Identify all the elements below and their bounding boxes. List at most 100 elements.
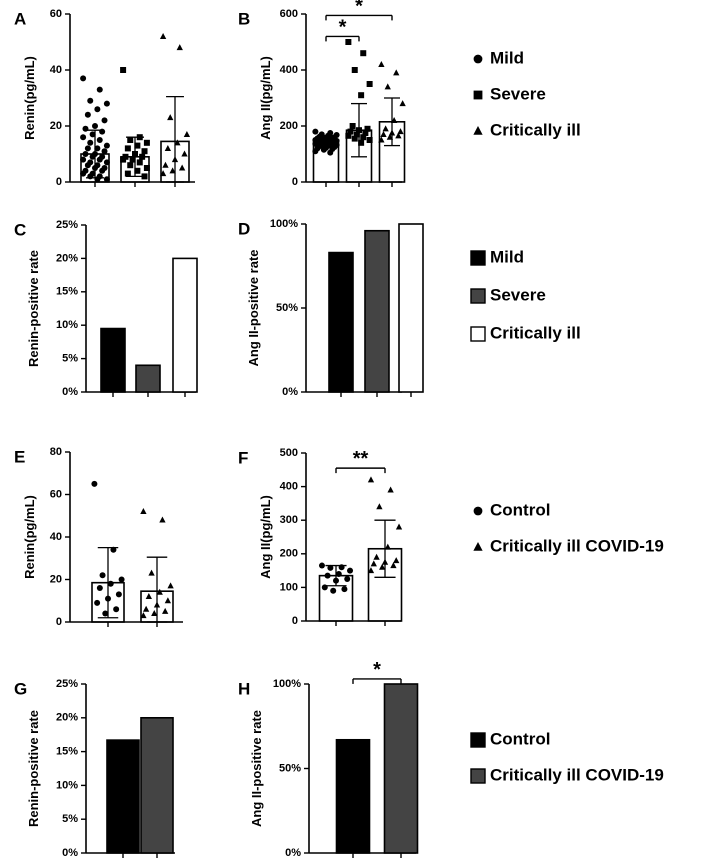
data-point (99, 128, 106, 135)
panel-letter: F (238, 448, 248, 467)
data-point (178, 164, 186, 171)
chart-panel-g: G 0% 5% 10% 15% 20% 25% Renin-positive rate (14, 678, 175, 859)
data-point (141, 148, 148, 155)
legend-label: Critically ill COVID-19 (490, 536, 664, 555)
y-tick-label: 50% (276, 302, 298, 314)
data-point (183, 130, 191, 137)
y-tick-label: 200 (280, 548, 298, 560)
chart-panel-c: C 0% 5% 10% 15% 20% 25% Renin-positive rate (14, 219, 198, 398)
y-tick-label: 400 (280, 481, 298, 493)
panel-letter: B (238, 9, 250, 28)
data-point (156, 588, 163, 595)
data-point (366, 81, 373, 87)
data-point (107, 580, 114, 587)
y-tick-label: 40 (50, 531, 62, 543)
legend-swatch (470, 250, 486, 266)
data-point (99, 167, 106, 174)
data-point (94, 145, 101, 152)
legend-marker (473, 125, 483, 135)
data-point (380, 130, 387, 137)
data-point (327, 564, 334, 571)
data-point (370, 560, 377, 567)
legend-item: Control (473, 500, 550, 519)
data-point (174, 139, 181, 146)
data-point (87, 97, 94, 104)
data-point (360, 134, 367, 141)
data-point (94, 599, 101, 606)
bar (140, 716, 174, 854)
data-point (118, 576, 125, 583)
data-point (102, 610, 109, 617)
data-point (84, 162, 91, 169)
data-point (312, 128, 319, 135)
y-tick-label: 20 (50, 573, 62, 585)
data-point (159, 170, 167, 177)
data-point (80, 134, 87, 141)
y-tick-label: 100% (273, 678, 301, 690)
y-tick-label: 15% (56, 746, 78, 758)
legend-item: Severe (473, 84, 546, 103)
y-tick-label: 60 (50, 488, 62, 500)
data-point (148, 569, 155, 576)
data-point (320, 146, 327, 153)
data-point (349, 123, 356, 129)
y-tick-label: 10% (56, 319, 78, 331)
data-point (124, 145, 131, 152)
data-point (344, 576, 351, 582)
legend-item: Critically ill COVID-19 (470, 765, 664, 784)
legend-swatch (470, 326, 486, 342)
bar (383, 683, 419, 854)
data-point (143, 139, 150, 146)
data-point (345, 132, 352, 139)
legend-item: Mild (473, 48, 524, 67)
data-point (96, 585, 103, 591)
legend-label: Mild (490, 247, 524, 266)
legend-group: Control Critically ill COVID-19 (470, 729, 664, 784)
legend-label: Control (490, 500, 550, 519)
data-point (89, 131, 96, 138)
panel-letter: G (14, 679, 27, 698)
y-tick-label: 0 (292, 615, 298, 627)
y-tick-label: 5% (62, 813, 78, 825)
panel-letter: C (14, 220, 26, 239)
legend-item: Critically ill (473, 120, 581, 139)
data-point (113, 606, 120, 613)
y-tick-label: 100 (280, 581, 298, 593)
data-point (145, 593, 152, 600)
y-tick-label: 0 (56, 616, 62, 628)
data-point (84, 111, 91, 118)
y-axis-label: Renin-positive rate (26, 710, 41, 827)
data-point (318, 562, 325, 569)
data-point (169, 167, 176, 174)
y-tick-label: 200 (280, 120, 298, 132)
data-point (127, 137, 134, 143)
data-point (103, 100, 110, 107)
data-point (347, 567, 354, 574)
data-point (330, 587, 337, 594)
data-point (120, 156, 127, 163)
y-tick-label: 60 (50, 8, 62, 20)
legend-label: Mild (490, 48, 524, 67)
data-point (103, 159, 110, 166)
y-tick-label: 80 (50, 446, 62, 458)
data-point (80, 75, 87, 82)
y-axis-label: Renin-positive rate (26, 250, 41, 367)
data-point (341, 586, 348, 593)
legend-label: Critically ill (490, 120, 581, 139)
y-tick-label: 0% (282, 386, 298, 398)
y-tick-label: 100% (270, 218, 298, 230)
data-point (101, 148, 108, 155)
data-point (162, 161, 169, 168)
y-tick-label: 20% (56, 712, 78, 724)
data-point (379, 563, 386, 570)
chart-panel-e: E 0 20 40 60 80 Renin(pg/mL) (14, 446, 183, 628)
significance-label: ** (353, 448, 369, 470)
data-point (142, 605, 150, 612)
data-point (140, 508, 147, 515)
data-point (101, 117, 108, 124)
bar (328, 251, 354, 393)
data-point (80, 170, 87, 177)
y-tick-label: 0% (285, 847, 301, 859)
